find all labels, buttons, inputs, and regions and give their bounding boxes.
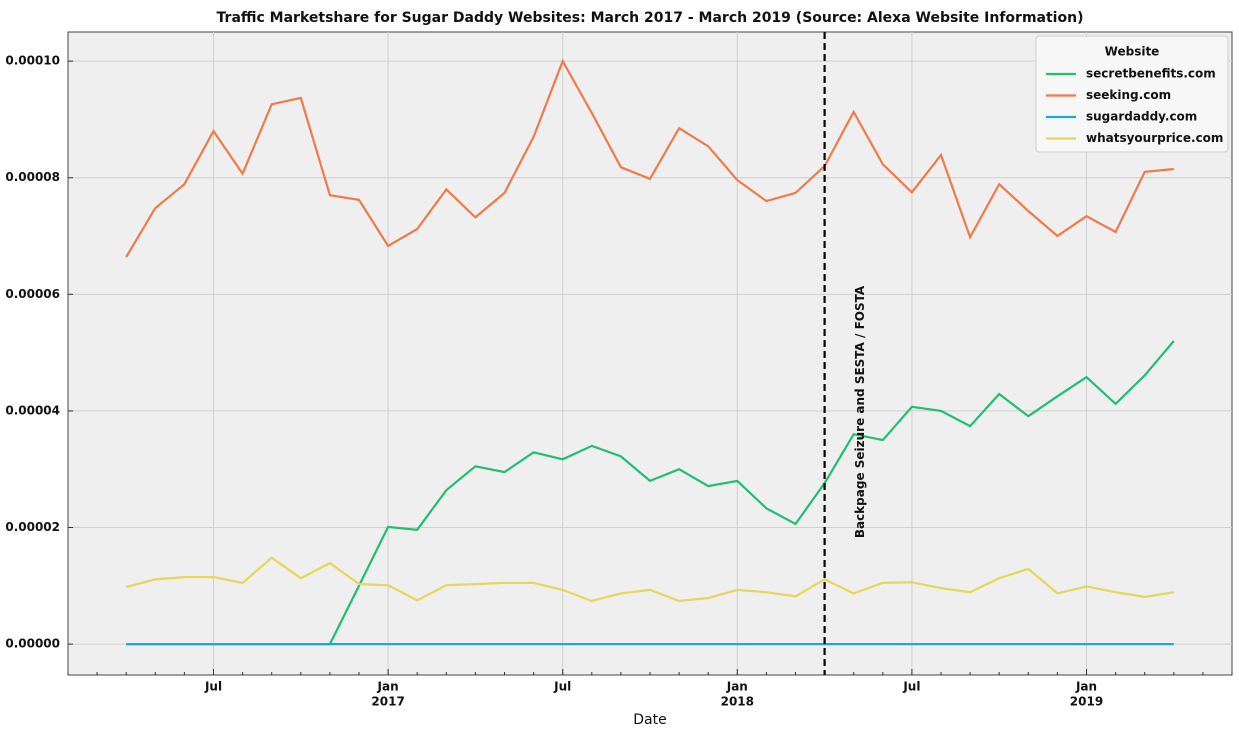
legend: Website secretbenefits.com seeking.com suga… (1035, 35, 1229, 153)
legend-label: seeking.com (1086, 88, 1171, 102)
legend-title: Website (1105, 45, 1160, 59)
y-tick-label: 0.00004 (5, 403, 60, 417)
series-line (125, 58, 1174, 258)
chart-title: Traffic Marketshare for Sugar Daddy Webs… (217, 10, 1084, 26)
x-tick-year: 2019 (1070, 695, 1103, 709)
x-tick-year: 2017 (371, 695, 404, 709)
y-tick-label: 0.00010 (5, 54, 60, 68)
x-tick-year: 2018 (721, 695, 754, 709)
x-tick-label: Jan (1075, 680, 1097, 694)
x-tick-label: Jul (553, 680, 571, 694)
x-axis-label: Date (633, 712, 666, 728)
x-tick-label: Jul (902, 680, 920, 694)
x-tick-label: Jul (204, 680, 222, 694)
series-line (125, 556, 1174, 603)
legend-label: whatsyourprice.com (1086, 131, 1223, 145)
y-tick-label: 0.00006 (5, 287, 60, 301)
y-tick-label: 0.00008 (5, 170, 60, 184)
y-tick-label: 0.00002 (5, 520, 60, 534)
legend-label: secretbenefits.com (1086, 67, 1216, 81)
x-tick-label: Jan (726, 680, 748, 694)
y-tick-label: 0.00000 (5, 637, 60, 651)
event-label: Backpage Seizure and SESTA / FOSTA (853, 285, 867, 538)
x-tick-label: Jan (377, 680, 399, 694)
legend-label: sugardaddy.com (1086, 110, 1197, 124)
legend-box (1035, 35, 1229, 153)
